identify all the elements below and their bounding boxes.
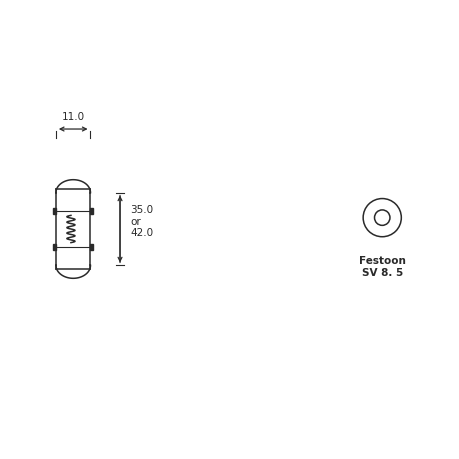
Bar <box>90 245 93 251</box>
Text: 35.0
or
42.0: 35.0 or 42.0 <box>130 205 153 238</box>
Text: Festoon
SV 8. 5: Festoon SV 8. 5 <box>358 255 405 277</box>
Bar <box>53 245 56 251</box>
Text: 11.0: 11.0 <box>62 112 84 122</box>
Bar <box>53 208 56 214</box>
Bar <box>90 208 93 214</box>
